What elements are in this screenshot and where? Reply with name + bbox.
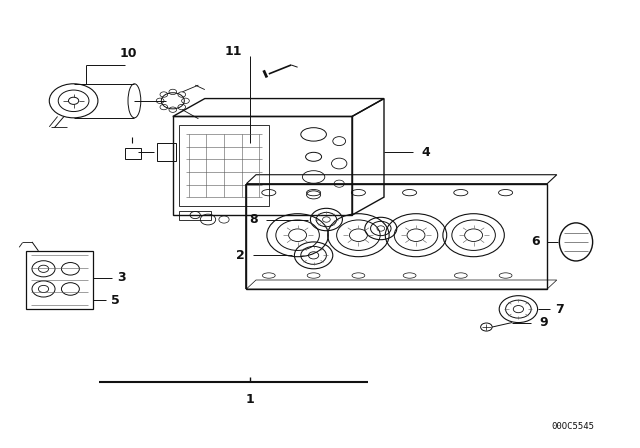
- Text: 5: 5: [111, 293, 120, 307]
- Text: 8: 8: [250, 213, 258, 226]
- Text: 9: 9: [540, 316, 548, 329]
- Text: 11: 11: [225, 45, 243, 58]
- Text: 6: 6: [531, 235, 540, 249]
- Text: 00OC5545: 00OC5545: [551, 422, 595, 431]
- Text: 1: 1: [245, 393, 254, 406]
- Text: 4: 4: [421, 146, 430, 159]
- Text: 3: 3: [117, 271, 125, 284]
- Text: 7: 7: [556, 302, 564, 316]
- Text: 2: 2: [236, 249, 245, 262]
- Text: 10: 10: [119, 47, 137, 60]
